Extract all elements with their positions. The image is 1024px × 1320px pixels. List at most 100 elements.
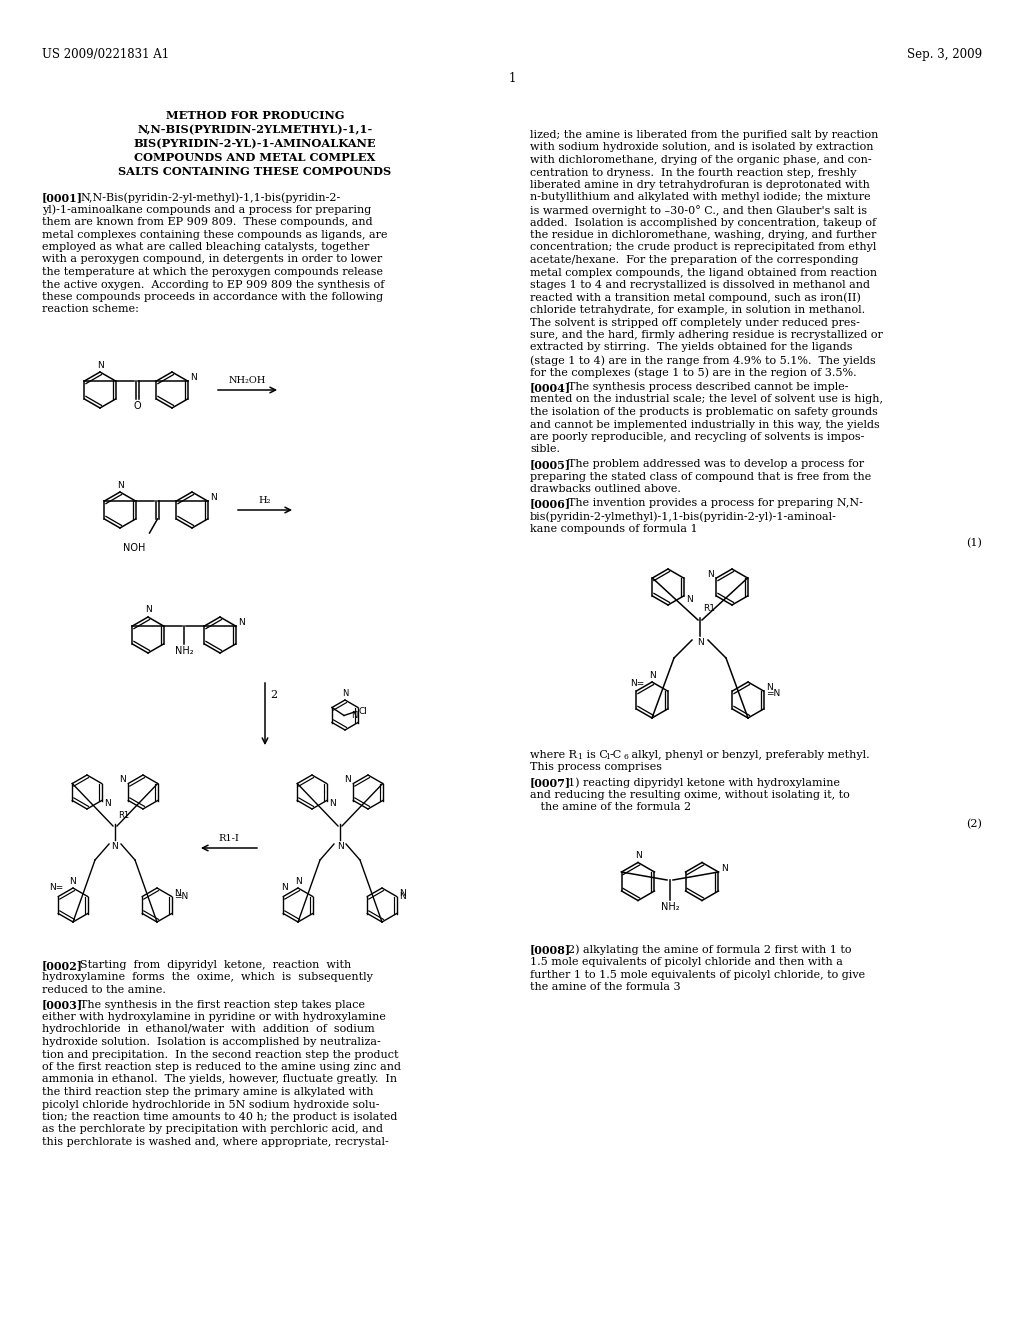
Text: is C: is C <box>583 750 608 760</box>
Text: N=: N= <box>630 680 644 689</box>
Text: the active oxygen.  According to EP 909 809 the synthesis of: the active oxygen. According to EP 909 8… <box>42 280 384 289</box>
Text: NH₂: NH₂ <box>660 902 679 912</box>
Text: N: N <box>351 711 357 721</box>
Text: N: N <box>112 842 119 851</box>
Text: are poorly reproducible, and recycling of solvents is impos-: are poorly reproducible, and recycling o… <box>530 432 864 442</box>
Text: the third reaction step the primary amine is alkylated with: the third reaction step the primary amin… <box>42 1086 374 1097</box>
Text: Cl: Cl <box>358 708 367 715</box>
Text: bis(pyridin-2-ylmethyl)-1,1-bis(pyridin-2-yl)-1-aminoal-: bis(pyridin-2-ylmethyl)-1,1-bis(pyridin-… <box>530 511 837 521</box>
Text: N: N <box>330 800 336 808</box>
Text: COMPOUNDS AND METAL COMPLEX: COMPOUNDS AND METAL COMPLEX <box>134 152 376 162</box>
Text: N: N <box>648 671 655 680</box>
Text: the residue in dichloromethane, washing, drying, and further: the residue in dichloromethane, washing,… <box>530 230 877 240</box>
Text: metal complexes containing these compounds as ligands, are: metal complexes containing these compoun… <box>42 230 387 239</box>
Text: METHOD FOR PRODUCING: METHOD FOR PRODUCING <box>166 110 344 121</box>
Text: N: N <box>104 800 112 808</box>
Text: centration to dryness.  In the fourth reaction step, freshly: centration to dryness. In the fourth rea… <box>530 168 856 177</box>
Text: ammonia in ethanol.  The yields, however, fluctuate greatly.  In: ammonia in ethanol. The yields, however,… <box>42 1074 397 1085</box>
Text: yl)-1-aminoalkane compounds and a process for preparing: yl)-1-aminoalkane compounds and a proces… <box>42 205 372 215</box>
Text: is warmed overnight to –30-0° C., and then Glauber's salt is: is warmed overnight to –30-0° C., and th… <box>530 205 867 216</box>
Text: stages 1 to 4 and recrystallized is dissolved in methanol and: stages 1 to 4 and recrystallized is diss… <box>530 280 870 290</box>
Text: reacted with a transition metal compound, such as iron(II): reacted with a transition metal compound… <box>530 293 861 304</box>
Text: and cannot be implemented industrially in this way, the yields: and cannot be implemented industrially i… <box>530 420 880 429</box>
Text: reduced to the amine.: reduced to the amine. <box>42 985 166 995</box>
Text: N: N <box>721 865 728 873</box>
Text: O: O <box>133 401 141 411</box>
Text: [0007]: [0007] <box>530 777 571 788</box>
Text: N: N <box>190 374 197 381</box>
Text: N: N <box>707 570 714 579</box>
Text: mented on the industrial scale; the level of solvent use is high,: mented on the industrial scale; the leve… <box>530 395 883 404</box>
Text: acetate/hexane.  For the preparation of the corresponding: acetate/hexane. For the preparation of t… <box>530 255 858 265</box>
Text: with dichloromethane, drying of the organic phase, and con-: with dichloromethane, drying of the orga… <box>530 154 871 165</box>
Text: The synthesis process described cannot be imple-: The synthesis process described cannot b… <box>568 381 849 392</box>
Text: extracted by stirring.  The yields obtained for the ligands: extracted by stirring. The yields obtain… <box>530 342 853 352</box>
Text: The synthesis in the first reaction step takes place: The synthesis in the first reaction step… <box>80 999 365 1010</box>
Text: N: N <box>696 638 703 647</box>
Text: NH₂OH: NH₂OH <box>228 376 266 385</box>
Text: SALTS CONTAINING THESE COMPOUNDS: SALTS CONTAINING THESE COMPOUNDS <box>119 166 391 177</box>
Text: N: N <box>766 682 773 692</box>
Text: NH₂: NH₂ <box>175 645 194 656</box>
Text: [0006]: [0006] <box>530 499 571 510</box>
Text: [0002]: [0002] <box>42 960 83 972</box>
Text: tion; the reaction time amounts to 40 h; the product is isolated: tion; the reaction time amounts to 40 h;… <box>42 1111 397 1122</box>
Text: for the complexes (stage 1 to 5) are in the region of 3.5%.: for the complexes (stage 1 to 5) are in … <box>530 367 857 378</box>
Text: chloride tetrahydrate, for example, in solution in methanol.: chloride tetrahydrate, for example, in s… <box>530 305 865 315</box>
Text: N: N <box>398 892 406 902</box>
Text: [0001]: [0001] <box>42 191 83 203</box>
Text: N: N <box>295 876 301 886</box>
Text: [0004]: [0004] <box>530 381 571 393</box>
Text: 2: 2 <box>270 690 278 700</box>
Text: [0008]: [0008] <box>530 945 571 956</box>
Text: N: N <box>337 842 343 851</box>
Text: (1): (1) <box>966 539 982 548</box>
Text: with sodium hydroxide solution, and is isolated by extraction: with sodium hydroxide solution, and is i… <box>530 143 873 153</box>
Text: N,N-Bis(pyridin-2-yl-methyl)-1,1-bis(pyridin-2-: N,N-Bis(pyridin-2-yl-methyl)-1,1-bis(pyr… <box>80 191 340 202</box>
Text: R1: R1 <box>703 605 715 612</box>
Text: N,N-BIS(PYRIDIN-2YLMETHYL)-1,1-: N,N-BIS(PYRIDIN-2YLMETHYL)-1,1- <box>137 124 373 135</box>
Text: with a peroxygen compound, in detergents in order to lower: with a peroxygen compound, in detergents… <box>42 255 382 264</box>
Text: lized; the amine is liberated from the purified salt by reaction: lized; the amine is liberated from the p… <box>530 129 879 140</box>
Text: liberated amine in dry tetrahydrofuran is deprotonated with: liberated amine in dry tetrahydrofuran i… <box>530 180 869 190</box>
Text: N: N <box>344 776 350 784</box>
Text: [0005]: [0005] <box>530 459 571 470</box>
Text: added.  Isolation is accomplished by concentration, takeup of: added. Isolation is accomplished by conc… <box>530 218 877 227</box>
Text: This process comprises: This process comprises <box>530 763 662 772</box>
Text: N: N <box>117 480 123 490</box>
Text: The solvent is stripped off completely under reduced pres-: The solvent is stripped off completely u… <box>530 318 860 327</box>
Text: 1: 1 <box>605 752 610 762</box>
Text: N: N <box>635 851 641 861</box>
Text: R1: R1 <box>118 810 129 820</box>
Text: 1: 1 <box>577 752 582 762</box>
Text: =N: =N <box>766 689 780 697</box>
Text: N: N <box>282 883 288 892</box>
Text: them are known from EP 909 809.  These compounds, and: them are known from EP 909 809. These co… <box>42 216 373 227</box>
Text: N: N <box>210 492 217 502</box>
Text: =N: =N <box>174 892 188 902</box>
Text: the temperature at which the peroxygen compounds release: the temperature at which the peroxygen c… <box>42 267 383 277</box>
Text: picolyl chloride hydrochloride in 5N sodium hydroxide solu-: picolyl chloride hydrochloride in 5N sod… <box>42 1100 380 1110</box>
Text: concentration; the crude product is reprecipitated from ethyl: concentration; the crude product is repr… <box>530 243 877 252</box>
Text: N: N <box>342 689 348 697</box>
Text: 1: 1 <box>508 73 516 84</box>
Text: 2) alkylating the amine of formula 2 first with 1 to: 2) alkylating the amine of formula 2 fir… <box>568 945 852 956</box>
Text: reaction scheme:: reaction scheme: <box>42 305 139 314</box>
Text: R1-I: R1-I <box>218 834 240 843</box>
Text: preparing the stated class of compound that is free from the: preparing the stated class of compound t… <box>530 471 871 482</box>
Text: the amine of the formula 2: the amine of the formula 2 <box>530 803 691 812</box>
Text: (stage 1 to 4) are in the range from 4.9% to 5.1%.  The yields: (stage 1 to 4) are in the range from 4.9… <box>530 355 876 366</box>
Text: -C: -C <box>610 750 623 760</box>
Text: N: N <box>686 595 693 605</box>
Text: (2): (2) <box>966 818 982 829</box>
Text: H₂: H₂ <box>259 496 271 506</box>
Text: where R: where R <box>530 750 577 760</box>
Text: [0003]: [0003] <box>42 999 83 1011</box>
Text: N: N <box>70 876 77 886</box>
Text: as the perchlorate by precipitation with perchloric acid, and: as the perchlorate by precipitation with… <box>42 1125 383 1134</box>
Text: N: N <box>144 606 152 615</box>
Text: the amine of the formula 3: the amine of the formula 3 <box>530 982 681 993</box>
Text: further 1 to 1.5 mole equivalents of picolyl chloride, to give: further 1 to 1.5 mole equivalents of pic… <box>530 969 865 979</box>
Text: N: N <box>239 618 245 627</box>
Text: N: N <box>174 888 181 898</box>
